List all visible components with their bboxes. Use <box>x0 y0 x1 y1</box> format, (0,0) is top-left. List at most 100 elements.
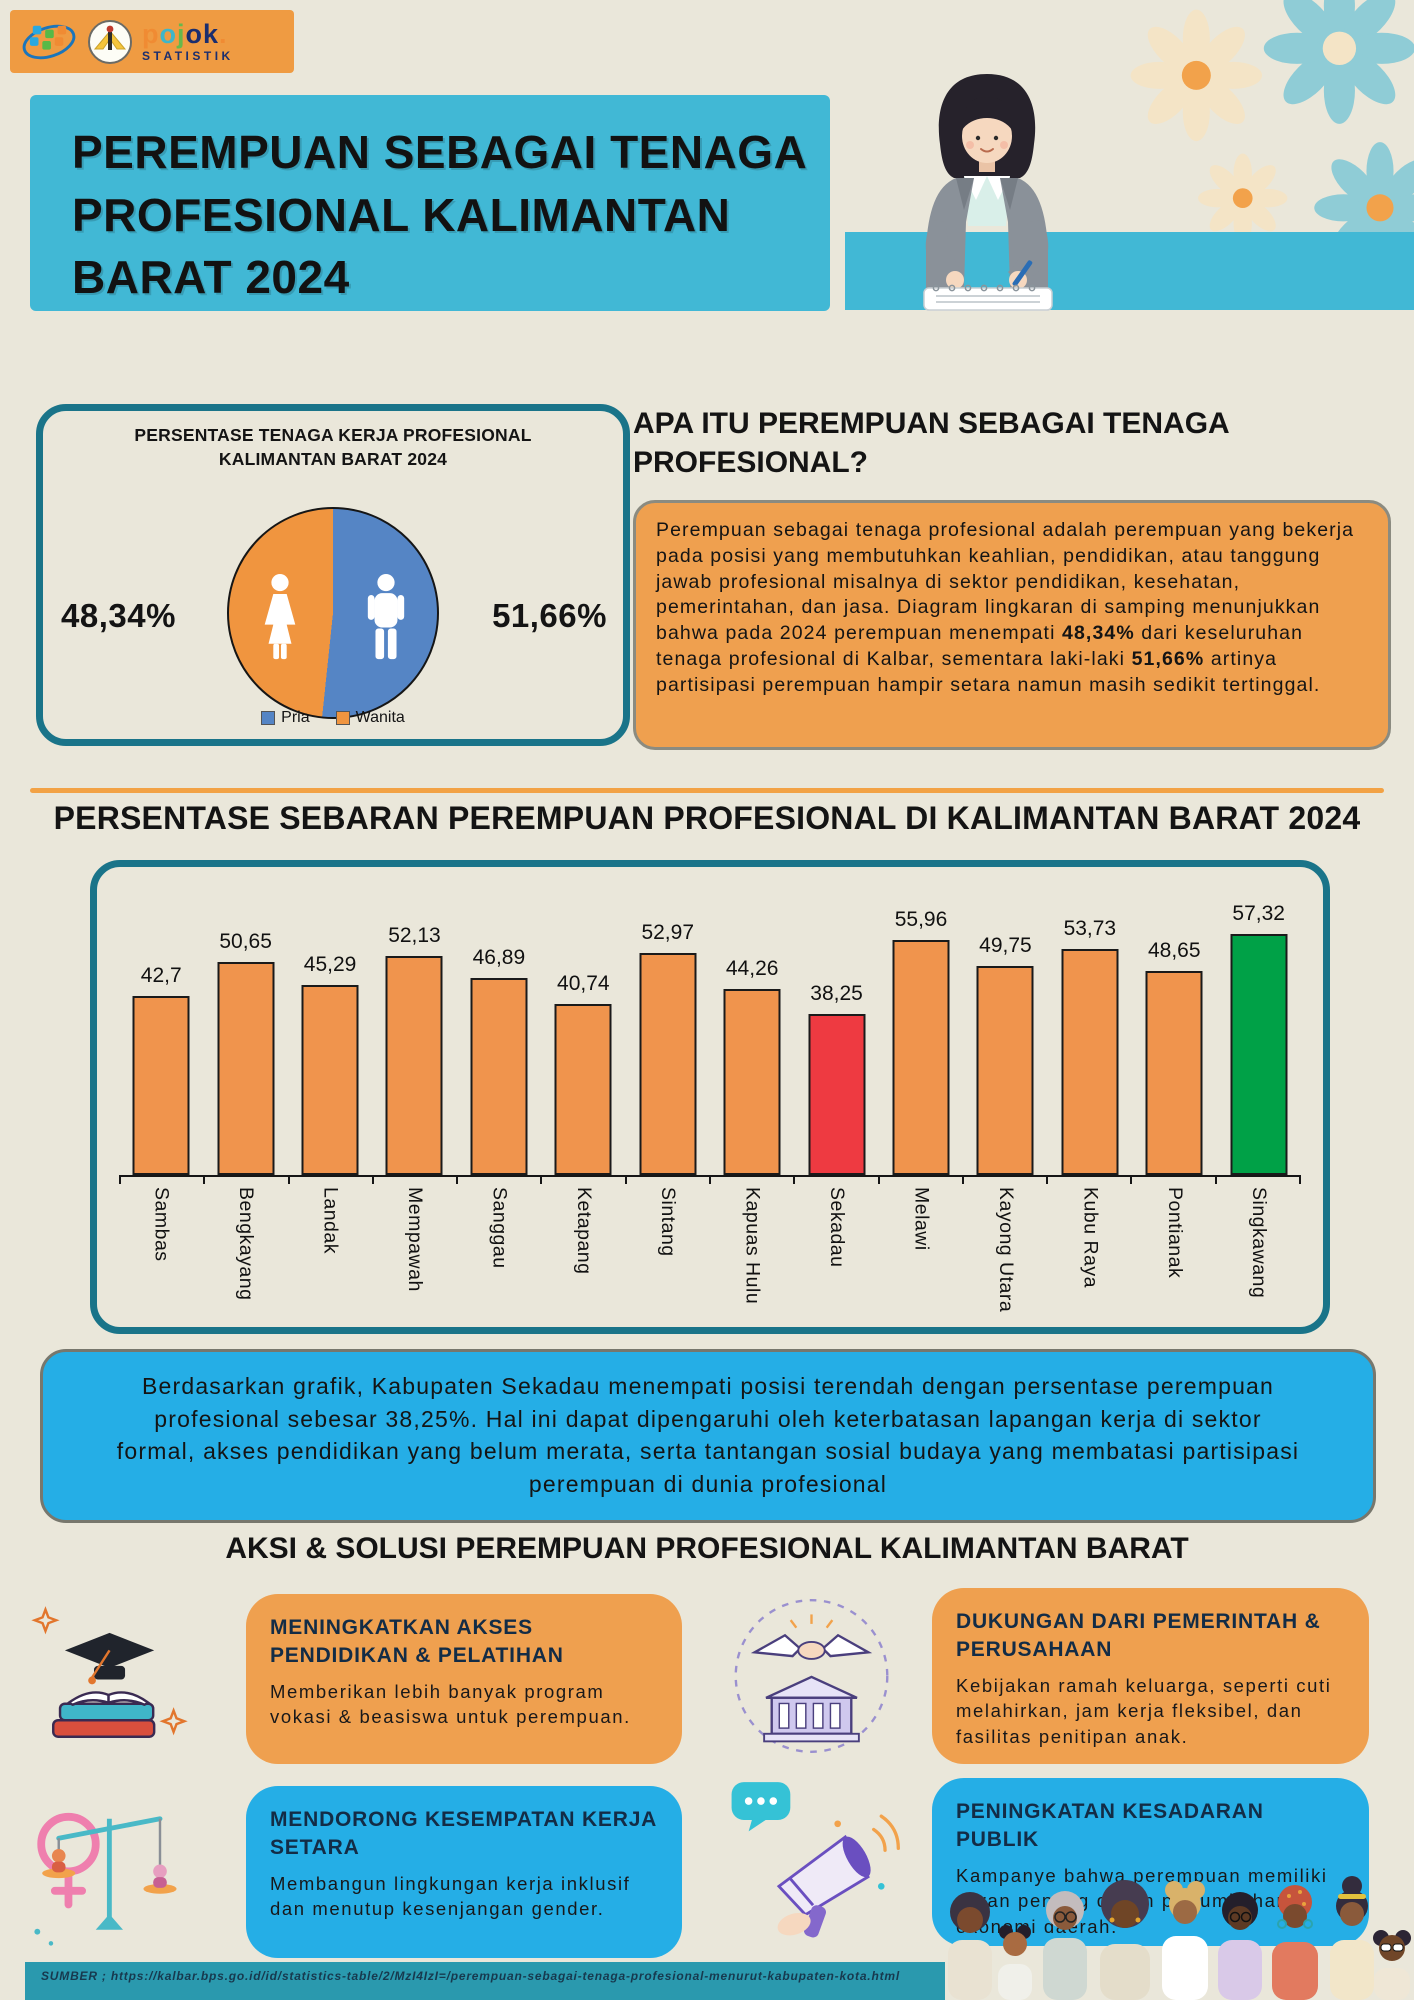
bar-category: Sambas <box>119 1187 203 1327</box>
section-divider <box>30 788 1384 793</box>
conclusion-box: Berdasarkan grafik, Kabupaten Sekadau me… <box>40 1349 1376 1523</box>
bar-category: Sintang <box>626 1187 710 1327</box>
bar-slot: 48,65 <box>1132 885 1216 1175</box>
bar-category: Sekadau <box>794 1187 878 1327</box>
bar-pontianak <box>1145 971 1203 1175</box>
pie-chart-wrap <box>227 507 439 719</box>
bar-landak <box>301 985 359 1175</box>
action-card-body: Membangun lingkungan kerja inklusif dan … <box>270 1872 631 1920</box>
bar-slot: 44,26 <box>710 885 794 1175</box>
pie-legend: Pria Wanita <box>43 709 623 727</box>
bar-value-label: 46,89 <box>472 946 526 969</box>
bar-slot: 53,73 <box>1048 885 1132 1175</box>
bar-value-label: 48,65 <box>1147 939 1201 962</box>
footer-source-bar: SUMBER ; https://kalbar.bps.go.id/id/sta… <box>25 1962 945 2000</box>
megaphone-icon <box>731 1782 900 1938</box>
bar-category-label: Melawi <box>910 1187 933 1251</box>
action-card-1: MENINGKATKAN AKSES PENDIDIKAN & PELATIHA… <box>246 1594 682 1764</box>
axis-tick <box>290 1175 374 1184</box>
brand-subtitle: STATISTIK <box>142 49 234 63</box>
bar-value-label: 50,65 <box>219 930 272 953</box>
bar-category: Ketapang <box>541 1187 625 1327</box>
bar-category: Bengkayang <box>203 1187 287 1327</box>
bar-kayong-utara <box>976 966 1034 1175</box>
legend-item: Wanita <box>335 709 405 727</box>
bar-value-label: 57,32 <box>1232 902 1285 925</box>
action-card-3: DUKUNGAN DARI PEMERINTAH & PERUSAHAAN Ke… <box>932 1588 1369 1764</box>
legend-swatch <box>335 711 350 725</box>
bar-slot: 40,74 <box>541 885 625 1175</box>
bar-sintang <box>639 953 697 1175</box>
bar-category-label: Sintang <box>657 1187 680 1257</box>
bar-slot: 45,29 <box>288 885 372 1175</box>
bar-category: Singkawang <box>1216 1187 1300 1327</box>
bar-category: Melawi <box>879 1187 963 1327</box>
female-figure-icon <box>264 573 296 660</box>
legend-item: Pria <box>261 709 310 727</box>
bar-slot: 52,97 <box>626 885 710 1175</box>
brand-letter: p <box>142 19 160 49</box>
brand-wordmark-block: pojok. STATISTIK <box>142 19 234 63</box>
male-figure-icon <box>367 573 405 660</box>
bar-category-label: Singkawang <box>1248 1187 1271 1299</box>
graduation-books-icon <box>31 1606 188 1738</box>
action-card-body: Kebijakan ramah keluarga, seperti cuti m… <box>956 1674 1332 1747</box>
bar-category: Pontianak <box>1132 1187 1216 1327</box>
action-card-2: MENDORONG KESEMPATAN KERJA SETARA Memban… <box>246 1786 682 1958</box>
bar-slot: 49,75 <box>963 885 1047 1175</box>
pie-label-pria: 51,66% <box>492 597 607 634</box>
logo-bar: pojok. STATISTIK <box>10 10 294 73</box>
bar-plot: 42,7 50,65 45,29 52,13 46,89 40,74 52,97 44,26 3… <box>119 885 1301 1177</box>
source-text: SUMBER ; https://kalbar.bps.go.id/id/sta… <box>41 1969 900 1983</box>
bar-sanggau <box>470 978 528 1175</box>
bar-category-label: Kayong Utara <box>994 1187 1017 1313</box>
bar-chart-heading: PERSENTASE SEBARAN PEREMPUAN PROFESIONAL… <box>53 800 1361 836</box>
bar-value-label: 52,97 <box>641 921 695 944</box>
legend-swatch <box>261 711 276 725</box>
brand-letter: j <box>177 19 186 49</box>
bar-category: Sanggau <box>457 1187 541 1327</box>
university-emblem-icon <box>88 19 132 64</box>
axis-tick <box>542 1175 627 1184</box>
actions-heading: AKSI & SOLUSI PEREMPUAN PROFESIONAL KALI… <box>225 1532 1189 1565</box>
bar-slot: 38,25 <box>794 885 878 1175</box>
bar-category-label: Sekadau <box>826 1187 849 1268</box>
bar-category-label: Sanggau <box>488 1187 511 1269</box>
bar-value-label: 52,13 <box>388 924 441 947</box>
brand-letter: k <box>203 19 220 49</box>
axis-tick <box>964 1175 1049 1184</box>
bar-kubu-raya <box>1061 949 1119 1175</box>
axis-tick <box>627 1175 711 1184</box>
bar-value-label: 53,73 <box>1063 917 1117 940</box>
bar-category-label: Kapuas Hulu <box>741 1187 764 1305</box>
bar-sambas <box>132 996 190 1175</box>
bar-category-label: Landak <box>319 1187 342 1254</box>
diverse-women-crowd-icon <box>948 1876 1411 2000</box>
bar-category: Mempawah <box>372 1187 456 1327</box>
brand-letter: . <box>219 19 228 49</box>
legend-label: Pria <box>281 709 310 726</box>
axis-tick <box>374 1175 459 1184</box>
axis-tick <box>1132 1175 1217 1184</box>
bar-slot: 42,7 <box>119 885 203 1175</box>
axis-tick <box>880 1175 964 1184</box>
bar-singkawang <box>1230 934 1288 1175</box>
bar-value-label: 45,29 <box>303 953 357 976</box>
bps-logo-icon <box>22 24 76 59</box>
bar-ketapang <box>554 1004 612 1175</box>
bar-category: Kubu Raya <box>1048 1187 1132 1327</box>
bar-value-label: 49,75 <box>979 934 1032 957</box>
axis-tick <box>1048 1175 1133 1184</box>
bar-ticks <box>119 1175 1301 1184</box>
bar-category-label: Kubu Raya <box>1079 1187 1102 1288</box>
axis-tick <box>205 1175 290 1184</box>
bar-value-label: 38,25 <box>810 982 863 1005</box>
bar-bengkayang <box>217 962 275 1175</box>
axis-tick <box>795 1175 880 1184</box>
about-heading: APA ITU PEREMPUAN SEBAGAI TENAGA PROFESI… <box>633 407 1229 479</box>
bar-category-label: Mempawah <box>403 1187 426 1292</box>
brand-letter: o <box>159 19 177 49</box>
bar-slot: 46,89 <box>457 885 541 1175</box>
title-band: PEREMPUAN SEBAGAI TENAGA PROFESIONAL KAL… <box>30 95 830 311</box>
